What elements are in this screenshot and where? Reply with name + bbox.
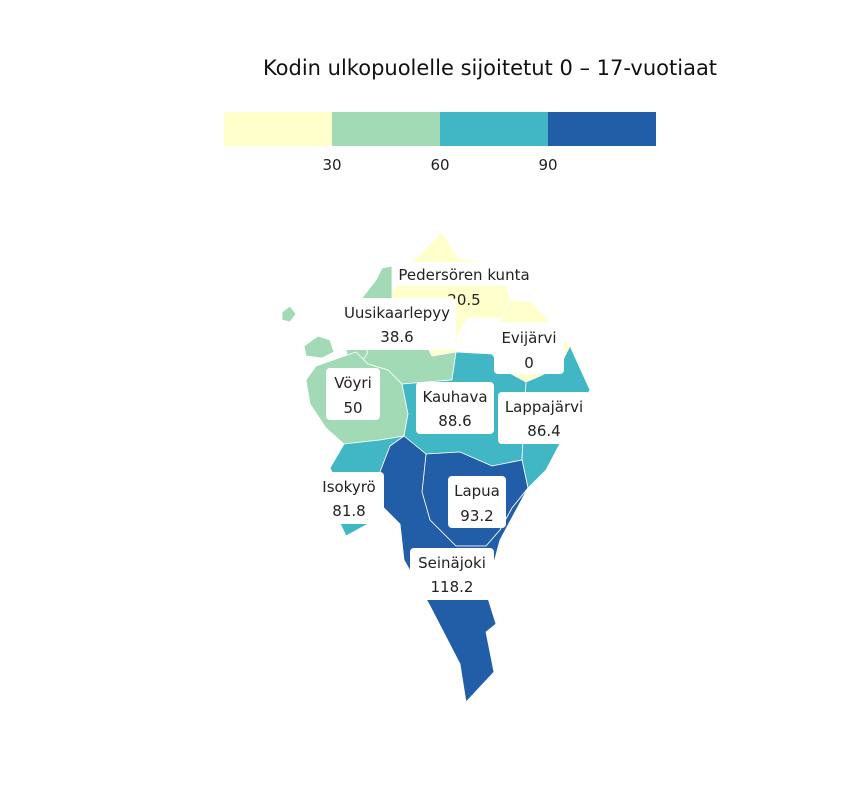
- map-title: Kodin ulkopuolelle sijoitetut 0 – 17-vuo…: [262, 56, 718, 80]
- legend-swatch-3: [440, 112, 548, 146]
- legend: 30 60 90: [224, 112, 656, 174]
- label-value-lapua: 93.2: [460, 507, 493, 525]
- label-name-kauhava: Kauhava: [422, 388, 487, 406]
- label-value-isokyro: 81.8: [332, 502, 365, 520]
- legend-tick-90: 90: [538, 156, 557, 174]
- label-name-evijarvi: Evijärvi: [501, 329, 556, 347]
- island: [281, 305, 297, 323]
- legend-tick-30: 30: [322, 156, 341, 174]
- label-value-uusikaarlepyy: 38.6: [380, 328, 413, 346]
- island: [303, 335, 335, 359]
- label-value-seinajoki: 118.2: [431, 578, 474, 596]
- legend-swatch-4: [548, 112, 656, 146]
- legend-swatch-2: [332, 112, 440, 146]
- label-name-seinajoki: Seinäjoki: [418, 554, 486, 572]
- label-name-voyri: Vöyri: [334, 374, 372, 392]
- label-name-lapua: Lapua: [454, 482, 500, 500]
- label-name-lappajarvi: Lappajärvi: [505, 398, 583, 416]
- label-value-kauhava: 88.6: [438, 412, 471, 430]
- municipality-labels: Pedersören kunta 20.5 Uusikaarlepyy 38.6…: [314, 262, 590, 600]
- label-value-voyri: 50: [343, 399, 362, 417]
- legend-tick-60: 60: [430, 156, 449, 174]
- label-value-lappajarvi: 86.4: [527, 422, 560, 440]
- legend-swatch-1: [224, 112, 332, 146]
- label-name-uusikaarlepyy: Uusikaarlepyy: [344, 304, 450, 322]
- label-name-pedersoren: Pedersören kunta: [398, 266, 529, 284]
- label-value-evijarvi: 0: [524, 354, 534, 372]
- label-name-isokyro: Isokyrö: [322, 478, 375, 496]
